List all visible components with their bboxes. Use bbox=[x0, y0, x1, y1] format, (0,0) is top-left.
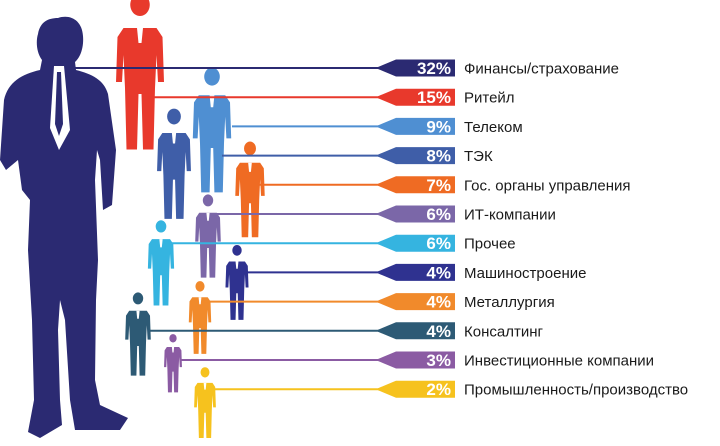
person-figure-8 bbox=[188, 281, 212, 354]
chart-row: 9% Телеком bbox=[232, 117, 523, 136]
person-figure-7 bbox=[225, 244, 249, 320]
data-label: 2% bbox=[426, 380, 451, 399]
person-figure-5 bbox=[195, 194, 221, 278]
data-label: 3% bbox=[426, 351, 451, 370]
chart-row: 7% Гос. органы управления bbox=[258, 176, 631, 195]
chart-rows: 32% Финансы/страхование 15% Ритейл 9% Телеком… bbox=[75, 59, 688, 399]
category-label: Финансы/страхование bbox=[464, 61, 619, 78]
chart-row: 4% Металлургия bbox=[204, 293, 555, 312]
category-label: Промышленность/производство bbox=[464, 382, 688, 399]
value-badge bbox=[378, 263, 455, 281]
value-badge bbox=[378, 147, 455, 165]
data-label: 15% bbox=[417, 88, 451, 107]
chart-row: 15% Ритейл bbox=[148, 88, 515, 107]
category-label: Инвестиционные компании bbox=[464, 353, 654, 370]
person-figure-11 bbox=[194, 367, 216, 438]
value-badge bbox=[378, 117, 455, 135]
person-figure-9 bbox=[125, 292, 151, 376]
value-badge bbox=[378, 293, 455, 311]
data-label: 9% bbox=[426, 117, 451, 136]
data-label: 4% bbox=[426, 322, 451, 341]
category-label: Ритейл bbox=[464, 90, 515, 107]
chart-row: 4% Консалтинг bbox=[150, 322, 543, 341]
value-badge bbox=[378, 59, 455, 77]
chart-row: 32% Финансы/страхование bbox=[75, 59, 619, 78]
data-label: 6% bbox=[426, 205, 451, 224]
data-label: 8% bbox=[426, 147, 451, 166]
data-label: 4% bbox=[426, 293, 451, 312]
category-label: Машиностроение bbox=[464, 265, 586, 282]
value-badge bbox=[378, 380, 455, 398]
data-label: 6% bbox=[426, 234, 451, 253]
value-badge bbox=[378, 176, 455, 194]
category-label: Гос. органы управления bbox=[464, 177, 631, 194]
executive-figure bbox=[0, 16, 128, 439]
category-label: Телеком bbox=[464, 119, 523, 136]
person-figure-3 bbox=[157, 108, 191, 219]
person-figure-1 bbox=[116, 0, 164, 150]
person-figure-6 bbox=[147, 220, 175, 306]
chart-row: 6% Прочее bbox=[170, 234, 516, 253]
chart-row: 2% Промышленность/производство bbox=[210, 380, 688, 399]
value-badge bbox=[378, 205, 455, 223]
value-badge bbox=[378, 88, 455, 106]
data-label: 32% bbox=[417, 59, 451, 78]
chart-row: 6% ИТ-компании bbox=[212, 205, 556, 224]
category-label: Металлургия bbox=[464, 294, 555, 311]
chart-row: 3% Инвестиционные компании bbox=[180, 351, 654, 370]
chart-row: 8% ТЭК bbox=[222, 147, 493, 166]
person-figure-2 bbox=[192, 67, 232, 193]
value-badge bbox=[378, 234, 455, 252]
category-label: Прочее bbox=[464, 236, 516, 253]
category-label: Консалтинг bbox=[464, 323, 543, 340]
category-label: ТЭК bbox=[464, 148, 493, 165]
value-badge bbox=[378, 351, 455, 369]
category-label: ИТ-компании bbox=[464, 207, 556, 224]
figures bbox=[0, 0, 265, 439]
chart-row: 4% Машиностроение bbox=[243, 263, 586, 282]
person-figure-10 bbox=[164, 334, 182, 393]
value-badge bbox=[378, 322, 455, 340]
data-label: 4% bbox=[426, 263, 451, 282]
data-label: 7% bbox=[426, 176, 451, 195]
